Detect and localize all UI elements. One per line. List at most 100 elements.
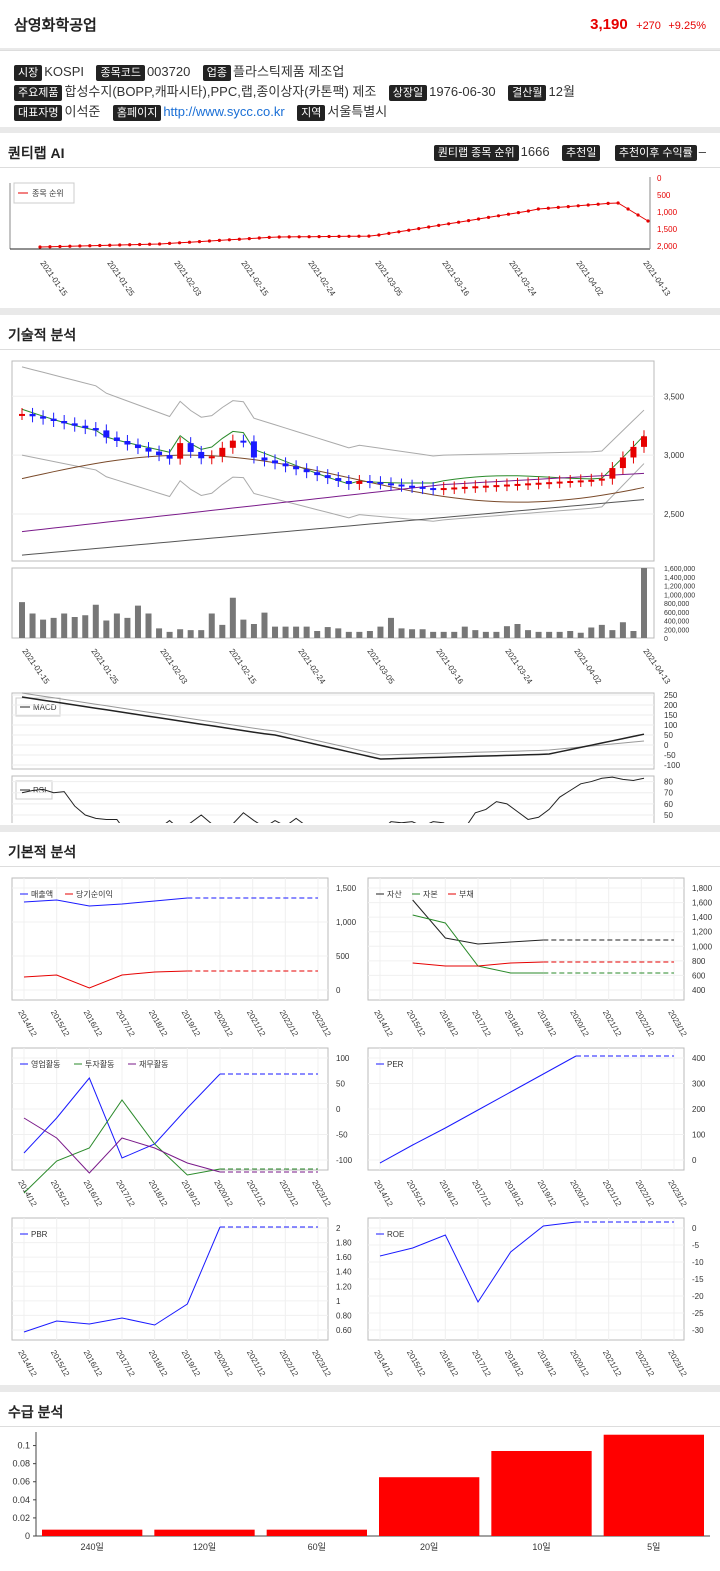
rsi-path	[21, 776, 645, 823]
volume-bar	[124, 617, 131, 638]
fund-legend-label: 부채	[459, 889, 474, 899]
supply-bar	[603, 1434, 704, 1536]
rank-point	[197, 240, 202, 244]
volume-bar	[324, 627, 331, 638]
rank-point	[78, 244, 82, 248]
fund-x-label: 2019/12	[536, 1179, 559, 1209]
homepage-link[interactable]: http://www.sycc.co.kr	[163, 104, 285, 119]
fund-y-tick-label: 200	[692, 1105, 706, 1114]
fund-y-tick-label: 1.80	[336, 1239, 352, 1248]
rank-point	[148, 242, 152, 246]
rank-point	[496, 214, 501, 218]
bollinger-lower	[21, 454, 645, 522]
candle-body	[535, 482, 542, 485]
candle-body	[219, 447, 226, 457]
fund-y-tick-label: -30	[692, 1326, 704, 1335]
rank-legend-box	[13, 182, 75, 204]
rsi-line	[21, 776, 645, 823]
volume-bar	[19, 602, 25, 638]
volume-bar	[619, 622, 626, 638]
ceo-value: 이석준	[64, 104, 101, 119]
fund-x-label: 2014/12	[372, 1179, 395, 1209]
volume-y-tick-label: 200,000	[664, 627, 689, 634]
candle-body	[29, 413, 36, 417]
fund-series-line	[23, 1117, 221, 1174]
volume-bar	[303, 626, 310, 638]
fund-x-label: 2015/12	[405, 1179, 428, 1209]
rank-point	[457, 220, 461, 224]
fiscal-tag: 결산월	[508, 85, 547, 101]
supply-x-label: 120일	[193, 1542, 216, 1552]
ai-title: 퀀티랩 AI	[8, 145, 65, 161]
rank-point	[486, 215, 491, 219]
supply-divider	[0, 1426, 720, 1427]
fund-x-label: 2021/12	[601, 1009, 624, 1039]
rank-point	[466, 219, 471, 223]
fund-panel-frame	[11, 1217, 329, 1341]
fund-y-tick-label: 0	[336, 1105, 341, 1114]
volume-bar	[377, 626, 384, 638]
ma120-line	[21, 472, 645, 533]
candle-body	[156, 451, 163, 456]
supply-chart: 0.1 0.08 0.06 0.04 0.02 0 240일 120일 60일 20일 10일 5일	[12, 1432, 710, 1552]
rank-point	[546, 206, 550, 210]
volume-bar	[546, 631, 553, 638]
rank-point	[138, 242, 142, 247]
candle-body	[198, 451, 205, 459]
fund-y-tick-label: -25	[692, 1309, 704, 1318]
candle-body	[503, 484, 510, 487]
rank-point	[307, 235, 311, 239]
rank-point	[158, 242, 162, 246]
rank-point	[447, 222, 451, 226]
fund-x-label: 2023/12	[666, 1349, 689, 1379]
tech-x-label: 2021-02-03	[158, 647, 189, 686]
region-value: 서울특별시	[327, 104, 388, 119]
rank-x-label: 2021-02-15	[239, 259, 270, 298]
volume-bar	[272, 626, 279, 638]
candle-body	[229, 440, 236, 448]
bollinger-upper	[21, 366, 645, 457]
rank-y-tick-label: 500	[657, 191, 671, 200]
candle-body	[92, 428, 99, 431]
volume-bar	[40, 619, 47, 638]
rank-point	[167, 241, 172, 245]
fund-y-tick-label: 500	[336, 952, 350, 961]
tech-x-labels: 2021-01-15 2021-01-25 2021-02-03 2021-02-15…	[20, 647, 672, 686]
fund-series-line	[23, 1073, 221, 1159]
candle-body	[609, 468, 616, 479]
fund-y-tick-label: 1.40	[336, 1268, 352, 1277]
volume-bar	[71, 617, 78, 638]
code-value: 003720	[146, 64, 191, 79]
macd-legend-box	[15, 697, 61, 717]
candle-body	[103, 430, 110, 438]
fund-x-label: 2023/12	[666, 1179, 689, 1209]
supply-x-label: 60일	[308, 1542, 326, 1552]
fund-panel-c1: 1,500 1,000 500 0 2014/12 2015/12 2016/12 2017/…	[11, 877, 357, 1039]
volume-bar	[630, 631, 637, 638]
rank-point	[387, 231, 391, 235]
supply-bar	[266, 1529, 367, 1536]
candle-body	[630, 446, 637, 458]
price-y-tick-label: 3,500	[664, 392, 685, 401]
rank-x-label: 2021-02-03	[172, 259, 203, 298]
candle-body	[208, 456, 215, 459]
volume-bar	[314, 631, 321, 638]
rank-point	[257, 236, 261, 240]
tech-x-label: 2021-02-24	[296, 647, 327, 686]
volume-y-tick-label: 1,400,000	[664, 575, 695, 582]
rank-point	[327, 234, 331, 239]
fund-x-label: 2014/12	[372, 1009, 395, 1039]
fund-y-tick-label: 300	[692, 1080, 706, 1089]
macd-line	[21, 696, 645, 760]
tech-x-label: 2021-03-05	[365, 647, 396, 686]
fund-panel-frame	[367, 877, 685, 1001]
rank-point	[427, 225, 431, 229]
listed-value: 1976-06-30	[429, 84, 496, 99]
info-row-3: 대표자명 이석준 홈페이지 http://www.sycc.co.kr 지역 서울특별…	[14, 101, 395, 121]
supply-bar	[491, 1450, 592, 1536]
fund-x-label: 2018/12	[147, 1349, 170, 1379]
rsi-gridlines	[12, 781, 654, 816]
macd-legend-label: MACD	[33, 703, 57, 712]
